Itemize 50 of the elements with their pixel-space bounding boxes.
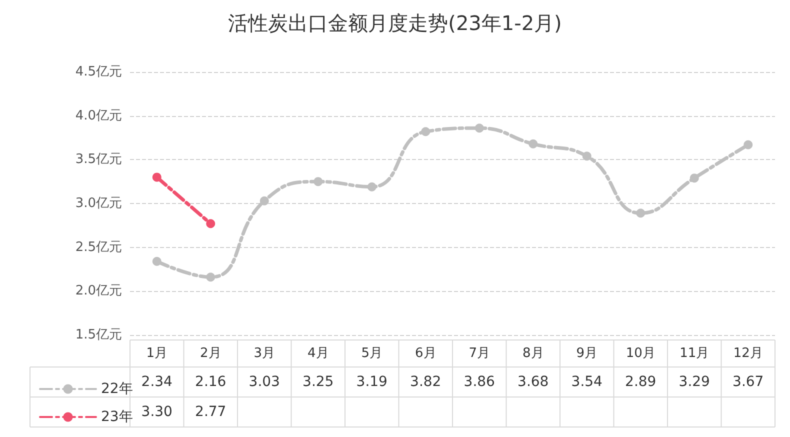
point xyxy=(367,182,376,192)
chart-title: 活性炭出口金额月度走势(23年1-2月) xyxy=(228,11,562,35)
point xyxy=(314,177,323,186)
data-label: 2.16 xyxy=(195,374,226,390)
data-label: 3.19 xyxy=(356,374,388,390)
x-tick-label: 6月 xyxy=(414,346,436,361)
x-tick-label: 4月 xyxy=(307,346,329,361)
data-label: 3.68 xyxy=(518,374,549,390)
data-label: 2.34 xyxy=(141,374,173,390)
point xyxy=(206,219,216,228)
x-tick-label: 2月 xyxy=(200,346,222,361)
point xyxy=(260,196,269,206)
x-tick-label: 10月 xyxy=(626,346,656,361)
data-label: 3.25 xyxy=(302,374,334,390)
point xyxy=(474,124,484,133)
y-tick-label: 4.5亿元 xyxy=(75,64,122,80)
point xyxy=(528,139,538,148)
x-tick-label: 9月 xyxy=(576,346,598,361)
legend-label: 23年 xyxy=(101,409,133,425)
data-label: 3.54 xyxy=(571,374,603,390)
y-tick-label: 2.5亿元 xyxy=(75,240,122,255)
data-label: 3.82 xyxy=(410,374,442,390)
x-tick-label: 3月 xyxy=(254,346,276,361)
x-tick-label: 11月 xyxy=(680,346,710,361)
x-tick-label: 12月 xyxy=(733,346,763,361)
y-tick-label: 1.5亿元 xyxy=(75,328,122,342)
data-label: 3.86 xyxy=(464,374,496,390)
data-label: 3.30 xyxy=(141,404,172,420)
data-label: 3.29 xyxy=(678,374,710,390)
legend-label: 22年 xyxy=(101,381,133,397)
point xyxy=(152,256,162,266)
x-tick-label: 8月 xyxy=(522,346,544,361)
point xyxy=(206,272,216,282)
point xyxy=(152,172,162,182)
point xyxy=(582,152,592,161)
data-label: 2.77 xyxy=(195,404,226,420)
x-tick-label: 5月 xyxy=(361,346,383,361)
y-tick-label: 3.0亿元 xyxy=(75,196,122,211)
point xyxy=(636,208,646,218)
point xyxy=(421,127,430,136)
data-label: 3.03 xyxy=(248,374,280,390)
point xyxy=(690,174,699,183)
y-tick-label: 2.0亿元 xyxy=(75,284,122,299)
point xyxy=(744,140,753,150)
x-tick-label: 1月 xyxy=(146,346,168,361)
y-tick-label: 4.0亿元 xyxy=(75,108,122,124)
y-tick-label: 3.5亿元 xyxy=(75,152,122,168)
data-label: 3.67 xyxy=(732,374,764,390)
data-label: 2.89 xyxy=(625,374,656,390)
x-tick-label: 7月 xyxy=(468,346,490,361)
